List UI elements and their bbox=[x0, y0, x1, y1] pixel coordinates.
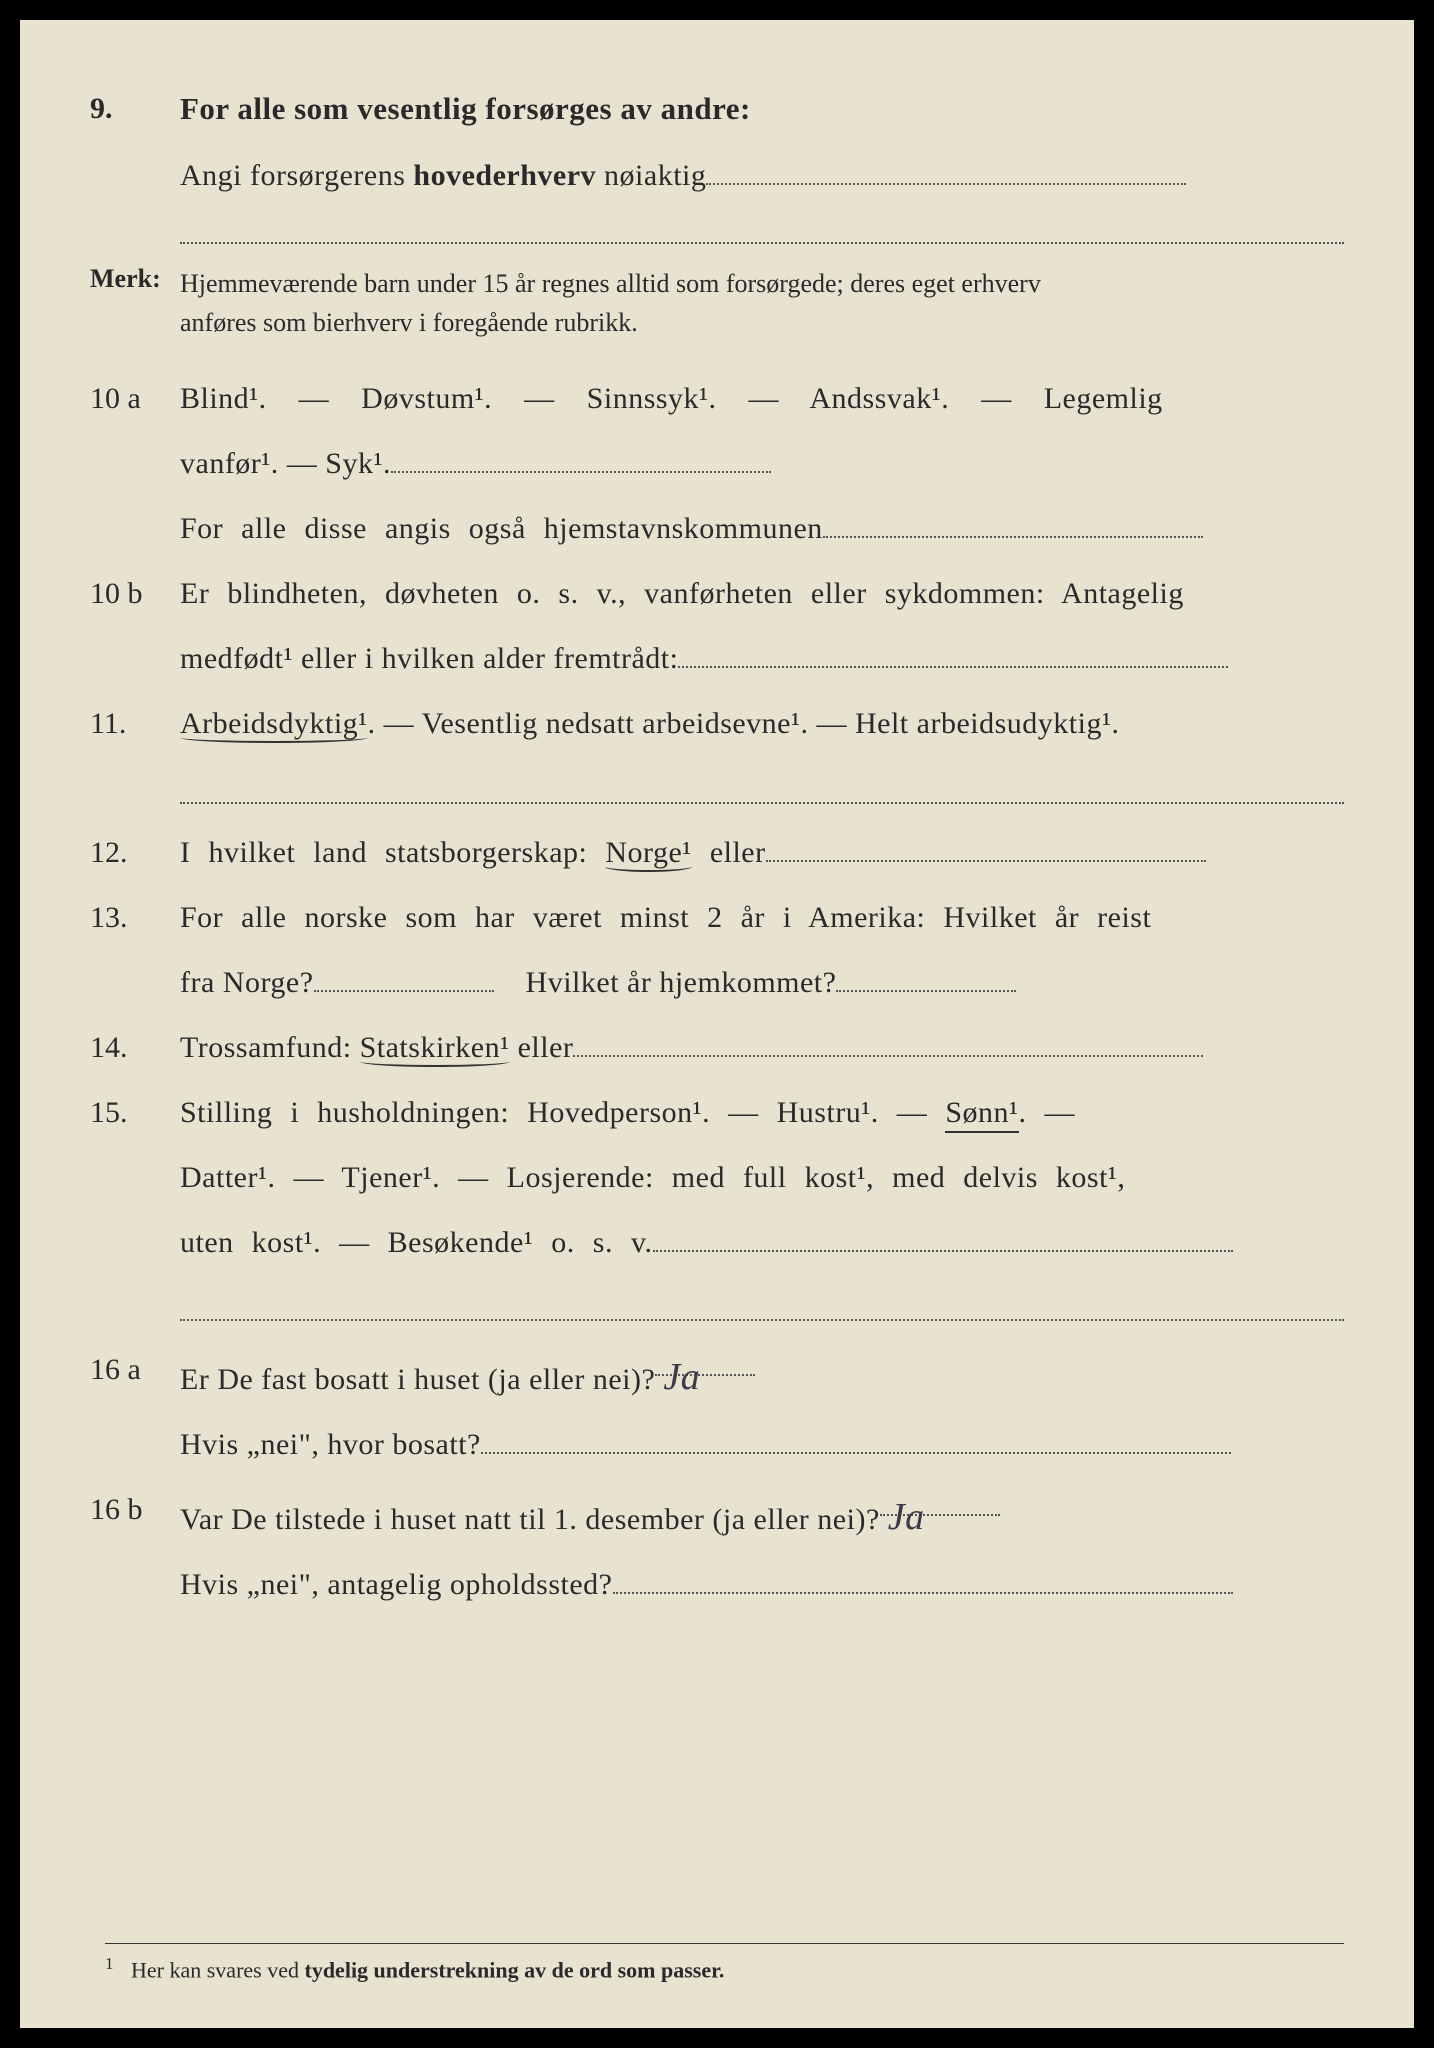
q15-text3: uten kost¹. — Besøkende¹ o. s. v. bbox=[180, 1226, 653, 1259]
question-12: 12. I hvilket land statsborgerskap: Norg… bbox=[90, 824, 1344, 881]
q12-number: 12. bbox=[90, 824, 180, 881]
q10b-line2: medfødt¹ eller i hvilken alder fremtrådt… bbox=[90, 630, 1344, 687]
merk-content: Hjemmeværende barn under 15 år regnes al… bbox=[180, 264, 1344, 342]
fill-line[interactable] bbox=[391, 438, 771, 473]
footnote-text-a: Her kan svares ved bbox=[131, 1957, 305, 1982]
footnote-text-b: tydelig understrekning av de ord som pas… bbox=[305, 1957, 725, 1982]
q16b-text1: Var De tilstede i huset natt til 1. dese… bbox=[180, 1503, 880, 1536]
fill-line[interactable]: Ja bbox=[880, 1481, 1000, 1516]
q13-text2b: Hvilket år hjemkommet? bbox=[526, 966, 837, 999]
fill-line[interactable] bbox=[180, 212, 1344, 244]
q15-line1b: . — bbox=[1019, 1096, 1076, 1129]
fill-line[interactable]: Ja bbox=[655, 1341, 755, 1376]
q12-pre: I hvilket land statsborgerskap: bbox=[180, 836, 605, 869]
question-10b: 10 b Er blindheten, døvheten o. s. v., v… bbox=[90, 565, 1344, 622]
q13-text2a: fra Norge? bbox=[180, 966, 314, 999]
fill-line[interactable] bbox=[180, 772, 1344, 804]
question-16a: 16 a Er De fast bosatt i huset (ja eller… bbox=[90, 1341, 1344, 1408]
merk-note: Merk: Hjemmeværende barn under 15 år reg… bbox=[90, 264, 1344, 342]
q13-number: 13. bbox=[90, 889, 180, 946]
q10b-text2: medfødt¹ eller i hvilken alder fremtrådt… bbox=[180, 642, 678, 675]
q15-line2: Datter¹. — Tjener¹. — Losjerende: med fu… bbox=[90, 1149, 1344, 1206]
fill-line[interactable] bbox=[678, 633, 1228, 668]
q15-line3: uten kost¹. — Besøkende¹ o. s. v. bbox=[90, 1214, 1344, 1271]
q9-line1: Angi forsørgerens hovederhverv nøiaktig bbox=[90, 147, 1344, 204]
fill-line[interactable] bbox=[481, 1419, 1231, 1454]
q16b-answer: Ja bbox=[880, 1496, 925, 1538]
q11-rest: . — Vesentlig nedsatt arbeidsevne¹. — He… bbox=[368, 707, 1120, 740]
q11-number: 11. bbox=[90, 695, 180, 752]
q12-post: eller bbox=[692, 836, 766, 869]
q16a-text1: Er De fast bosatt i huset (ja eller nei)… bbox=[180, 1363, 655, 1396]
q11-selected: Arbeidsdyktig¹ bbox=[180, 707, 368, 743]
question-11: 11. Arbeidsdyktig¹. — Vesentlig nedsatt … bbox=[90, 695, 1344, 752]
q9-bold: hovederhverv bbox=[413, 159, 596, 192]
q16b-text2: Hvis „nei", antagelig opholdssted? bbox=[180, 1568, 613, 1601]
fill-line[interactable] bbox=[653, 1217, 1233, 1252]
q9-number: 9. bbox=[90, 80, 180, 139]
q9-content: For alle som vesentlig forsørges av andr… bbox=[180, 80, 1344, 139]
q10a-number: 10 a bbox=[90, 370, 180, 427]
question-16b: 16 b Var De tilstede i huset natt til 1.… bbox=[90, 1481, 1344, 1548]
fill-line[interactable] bbox=[836, 957, 1016, 992]
q10a-text3: For alle disse angis også hjemstavnskomm… bbox=[180, 512, 823, 545]
question-15: 15. Stilling i husholdningen: Hovedperso… bbox=[90, 1084, 1344, 1141]
q16b-line2: Hvis „nei", antagelig opholdssted? bbox=[90, 1556, 1344, 1613]
footnote-num: 1 bbox=[105, 1954, 114, 1973]
q12-selected: Norge¹ bbox=[605, 836, 691, 872]
footnote: 1 Her kan svares ved tydelig understrekn… bbox=[105, 1943, 1344, 1983]
fill-line[interactable] bbox=[823, 503, 1203, 538]
question-10a: 10 a Blind¹. — Døvstum¹. — Sinnssyk¹. — … bbox=[90, 370, 1344, 427]
q16a-line2: Hvis „nei", hvor bosatt? bbox=[90, 1416, 1344, 1473]
merk-text1: Hjemmeværende barn under 15 år regnes al… bbox=[180, 269, 1041, 298]
q10b-line1: Er blindheten, døvheten o. s. v., vanfør… bbox=[180, 565, 1344, 622]
q16a-answer: Ja bbox=[655, 1356, 700, 1398]
q15-line1a: Stilling i husholdningen: Hovedperson¹. … bbox=[180, 1096, 945, 1129]
q13-line2: fra Norge? Hvilket år hjemkommet? bbox=[90, 954, 1344, 1011]
q10b-number: 10 b bbox=[90, 565, 180, 622]
q16b-number: 16 b bbox=[90, 1481, 180, 1548]
merk-text2: anføres som bierhverv i foregående rubri… bbox=[180, 308, 638, 337]
fill-line[interactable] bbox=[180, 1289, 1344, 1321]
question-14: 14. Trossamfund: Statskirken¹ eller bbox=[90, 1019, 1344, 1076]
fill-line[interactable] bbox=[706, 150, 1186, 185]
fill-line[interactable] bbox=[613, 1559, 1233, 1594]
q14-selected: Statskirken¹ bbox=[360, 1031, 510, 1067]
fill-line[interactable] bbox=[573, 1022, 1203, 1057]
q14-post: eller bbox=[510, 1031, 574, 1064]
q9-text-c: nøiaktig bbox=[596, 159, 706, 192]
fill-line[interactable] bbox=[766, 827, 1206, 862]
q14-number: 14. bbox=[90, 1019, 180, 1076]
q10a-options: Blind¹. — Døvstum¹. — Sinnssyk¹. — Andss… bbox=[180, 370, 1344, 427]
q16a-text2: Hvis „nei", hvor bosatt? bbox=[180, 1428, 481, 1461]
q9-heading: For alle som vesentlig forsørges av andr… bbox=[180, 91, 751, 126]
q14-pre: Trossamfund: bbox=[180, 1031, 360, 1064]
q16a-number: 16 a bbox=[90, 1341, 180, 1408]
document-page: 9. For alle som vesentlig forsørges av a… bbox=[20, 20, 1414, 2028]
q10a-opts2: vanfør¹. — Syk¹. bbox=[180, 447, 391, 480]
question-13: 13. For alle norske som har været minst … bbox=[90, 889, 1344, 946]
q15-selected: Sønn¹ bbox=[945, 1096, 1018, 1133]
q10a-line2: vanfør¹. — Syk¹. bbox=[90, 435, 1344, 492]
q9-text-a: Angi forsørgerens bbox=[180, 159, 413, 192]
q15-text2: Datter¹. — Tjener¹. — Losjerende: med fu… bbox=[180, 1149, 1344, 1206]
merk-label: Merk: bbox=[90, 264, 180, 342]
question-9: 9. For alle som vesentlig forsørges av a… bbox=[90, 80, 1344, 139]
fill-line[interactable] bbox=[314, 957, 494, 992]
q15-number: 15. bbox=[90, 1084, 180, 1141]
q10a-line3: For alle disse angis også hjemstavnskomm… bbox=[90, 500, 1344, 557]
q13-line1: For alle norske som har været minst 2 år… bbox=[180, 889, 1344, 946]
